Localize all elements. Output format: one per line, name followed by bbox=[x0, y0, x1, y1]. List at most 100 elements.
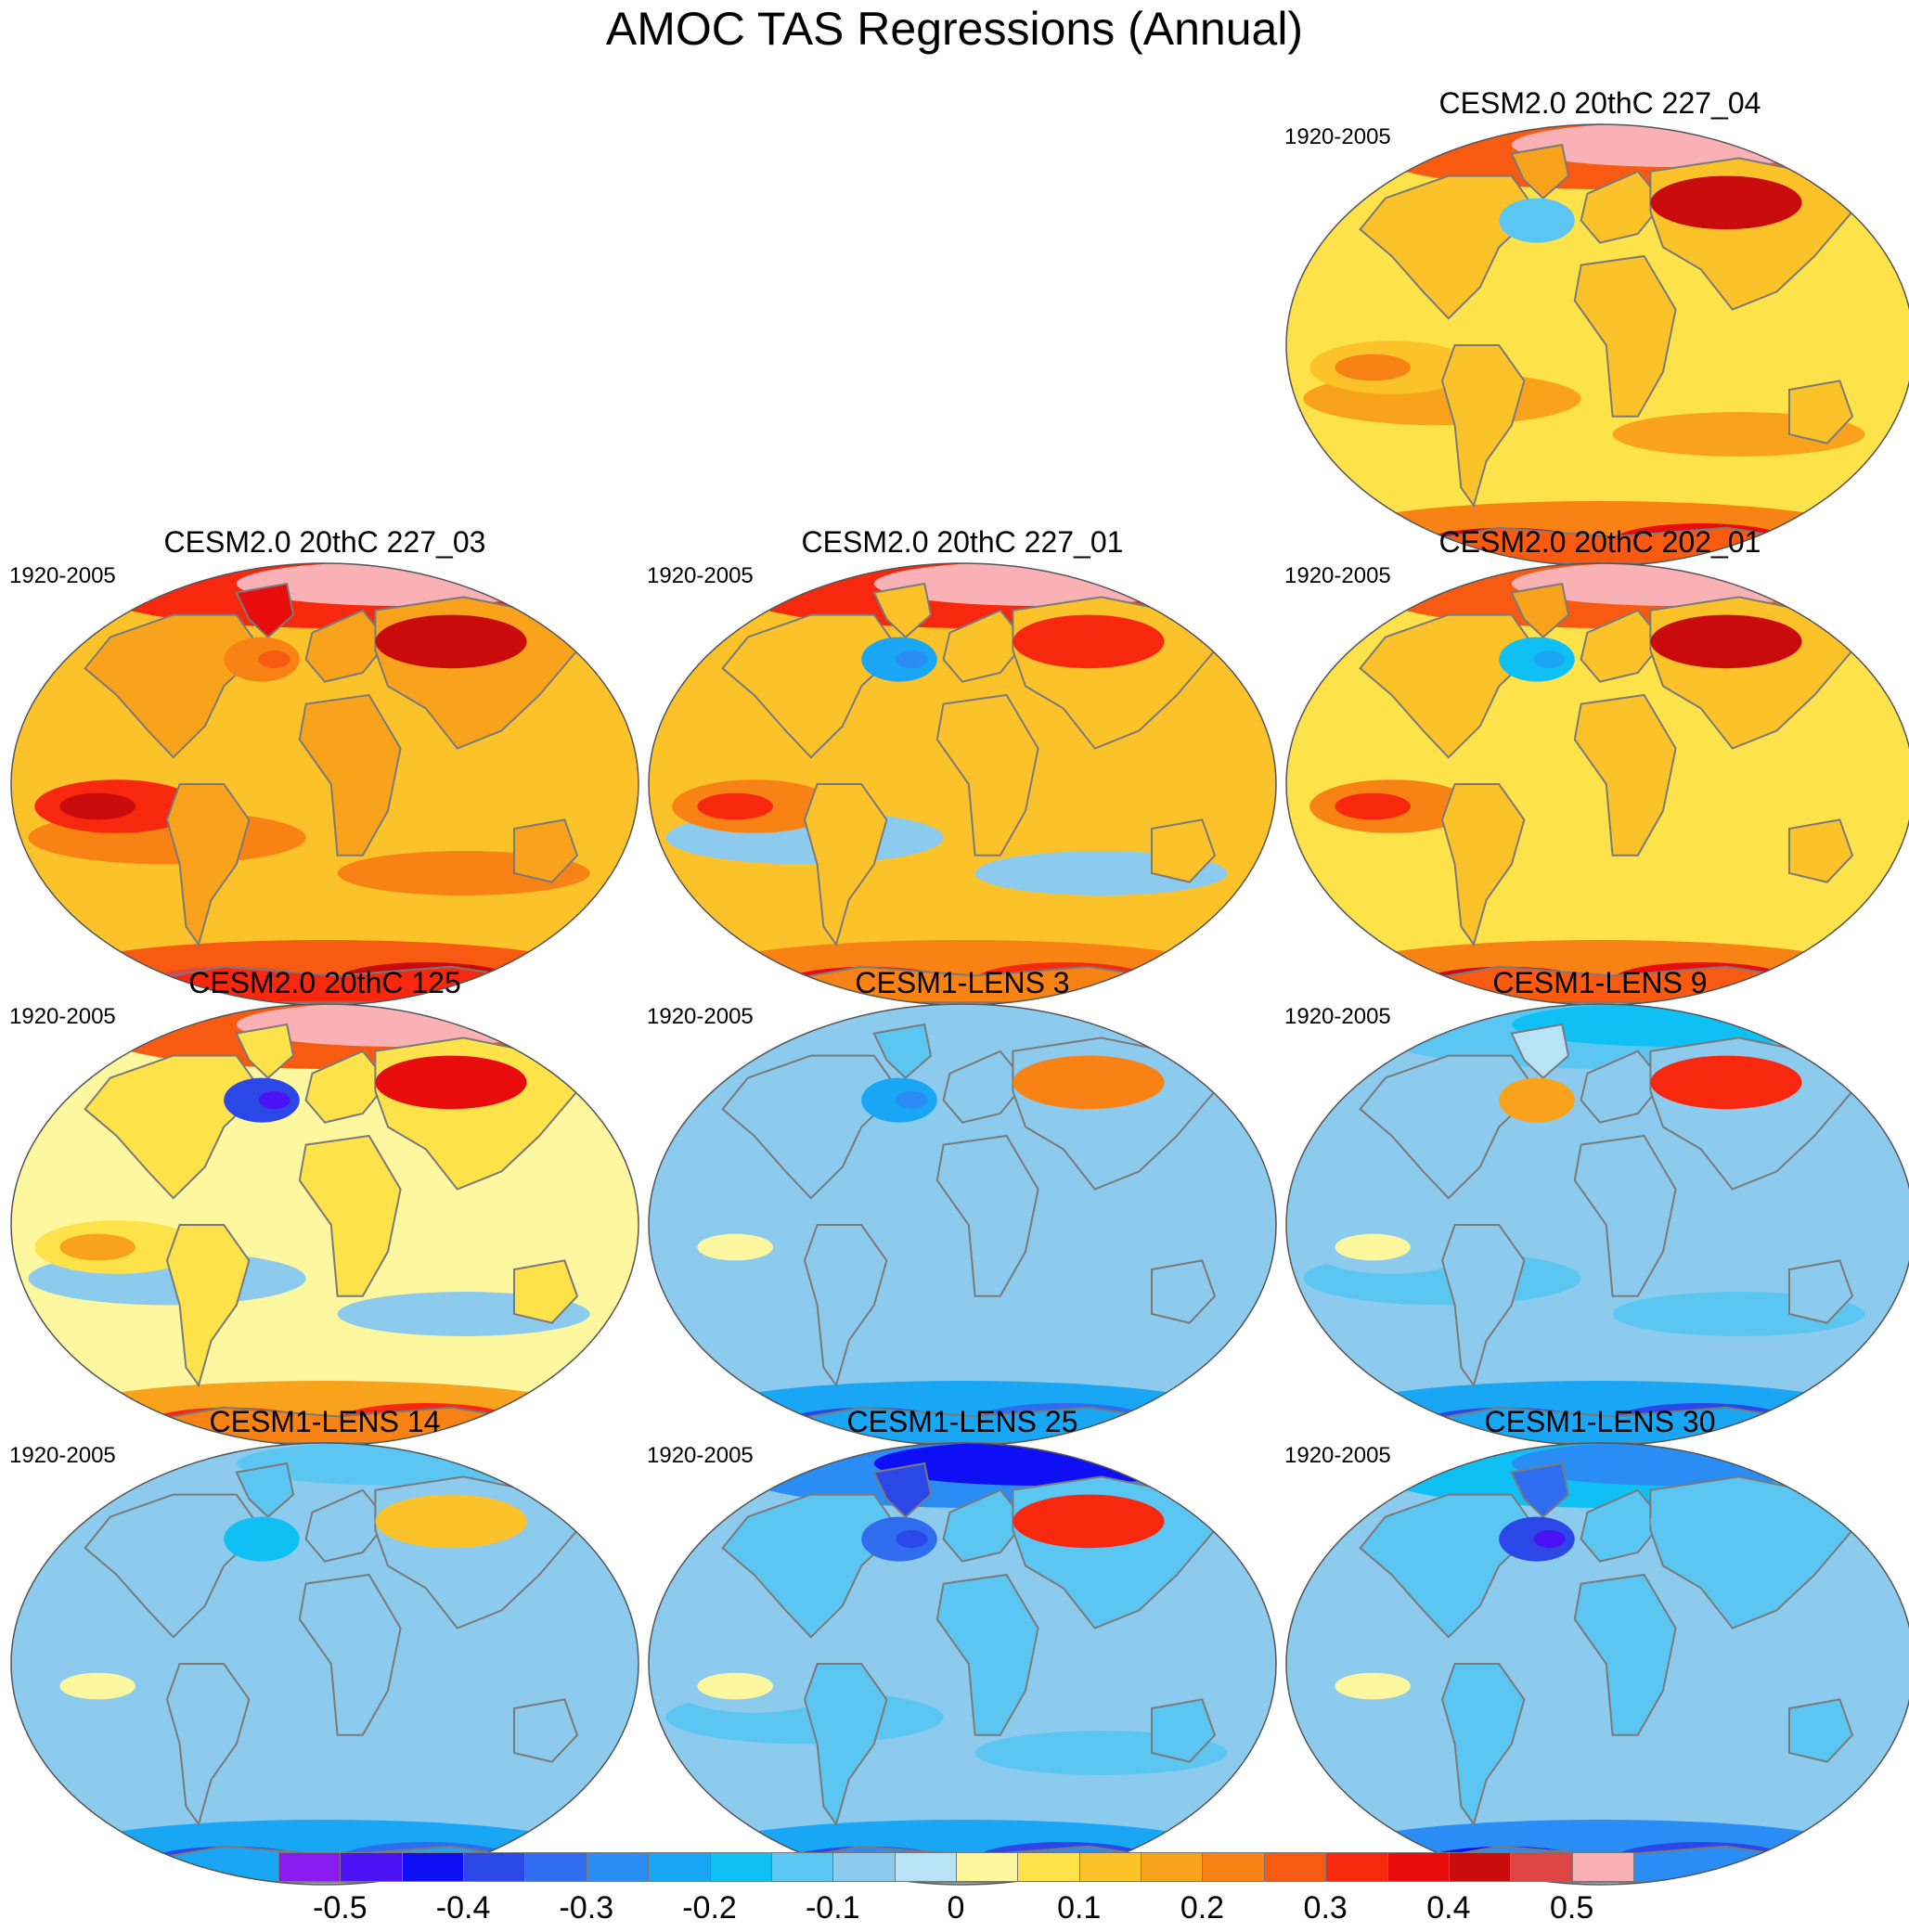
panel-period: 1920-2005 bbox=[1284, 1004, 1391, 1029]
panel-period: 1920-2005 bbox=[9, 563, 116, 588]
regression-map bbox=[648, 1442, 1277, 1886]
colorbar-tick-label: 0.5 bbox=[1549, 1890, 1594, 1926]
north-atlantic-patch bbox=[1533, 1091, 1566, 1110]
tropical-pacific-patch bbox=[697, 792, 773, 820]
siberia-patch bbox=[1013, 1494, 1165, 1549]
continent-europe bbox=[942, 1488, 1027, 1563]
colorbar-box bbox=[1325, 1852, 1388, 1882]
continent-north-america bbox=[721, 1493, 901, 1639]
panel-period: 1920-2005 bbox=[647, 563, 754, 588]
colorbar-tick-label: -0.2 bbox=[682, 1890, 737, 1926]
map-border bbox=[10, 1442, 639, 1886]
continent-north-america bbox=[1359, 1493, 1539, 1639]
continent-australia bbox=[1151, 1259, 1217, 1324]
continent-africa bbox=[298, 1134, 402, 1297]
continent-australia bbox=[1788, 1259, 1854, 1324]
colorbar-box bbox=[1263, 1852, 1327, 1882]
continent-greenland bbox=[872, 1462, 933, 1518]
continent-europe bbox=[942, 1050, 1027, 1124]
continent-africa bbox=[1573, 254, 1677, 418]
continent-greenland bbox=[1510, 1462, 1570, 1518]
panel-period: 1920-2005 bbox=[1284, 124, 1391, 149]
map-panel: CESM1-LENS 3 1920-2005 bbox=[647, 965, 1278, 1448]
colorbar-tick-label: 0.3 bbox=[1303, 1890, 1348, 1926]
continent-australia bbox=[1151, 1698, 1217, 1763]
siberia-patch bbox=[1650, 1494, 1802, 1549]
colorbar-tick-label: 0.4 bbox=[1426, 1890, 1471, 1926]
colorbar-box bbox=[278, 1852, 342, 1882]
colorbar-tick-label: -0.4 bbox=[435, 1890, 491, 1926]
regression-map bbox=[1285, 1442, 1909, 1886]
north-atlantic-patch bbox=[1533, 1530, 1566, 1549]
map-panel: CESM2.0 20thC 227_01 1920-2005 bbox=[647, 524, 1278, 1007]
colorbar-box bbox=[586, 1852, 650, 1882]
colorbar-tick-label: -0.1 bbox=[805, 1890, 860, 1926]
colorbar-tick-label: 0.2 bbox=[1180, 1890, 1225, 1926]
panel-title: CESM2.0 20thC 227_03 bbox=[163, 525, 486, 559]
continent-europe bbox=[1580, 609, 1665, 683]
continent-north-america bbox=[1359, 174, 1539, 320]
map-panel: CESM1-LENS 9 1920-2005 bbox=[1284, 965, 1909, 1448]
north-atlantic-patch bbox=[1533, 650, 1566, 669]
continent-australia bbox=[513, 1259, 579, 1324]
continent-south-america bbox=[1440, 1224, 1526, 1388]
continent-europe bbox=[304, 1050, 390, 1124]
tropical-pacific-patch bbox=[59, 1233, 135, 1261]
map-panel: CESM2.0 20thC 125 1920-2005 bbox=[9, 965, 640, 1448]
regression-map bbox=[648, 1003, 1277, 1447]
panel-title: CESM1-LENS 14 bbox=[209, 1405, 441, 1438]
panel-title: CESM2.0 20thC 227_04 bbox=[1438, 86, 1761, 120]
tropical-pacific-patch bbox=[1335, 1672, 1411, 1700]
panel-period: 1920-2005 bbox=[9, 1004, 116, 1029]
north-atlantic-patch bbox=[258, 650, 290, 669]
continent-north-america bbox=[1359, 1054, 1539, 1200]
continent-north-america bbox=[84, 1054, 264, 1200]
siberia-patch bbox=[1650, 175, 1802, 230]
panel-period: 1920-2005 bbox=[9, 1443, 116, 1468]
continent-africa bbox=[935, 1573, 1039, 1736]
map-border bbox=[1285, 1442, 1909, 1886]
regression-map bbox=[1285, 562, 1909, 1006]
north-atlantic-patch bbox=[896, 650, 928, 669]
siberia-patch bbox=[1650, 614, 1802, 669]
continent-south-america bbox=[165, 783, 251, 947]
siberia-patch bbox=[375, 1055, 527, 1110]
continent-greenland bbox=[235, 1462, 295, 1518]
continent-europe bbox=[1580, 1050, 1665, 1124]
colorbar-box bbox=[832, 1852, 896, 1882]
regression-map bbox=[1285, 1003, 1909, 1447]
regression-map bbox=[10, 1442, 639, 1886]
colorbar-box bbox=[770, 1852, 834, 1882]
continent-south-america bbox=[803, 1224, 888, 1388]
colorbar-tick-label: 0.1 bbox=[1057, 1890, 1102, 1926]
continent-europe bbox=[304, 609, 390, 683]
siberia-patch bbox=[1013, 614, 1165, 669]
north-atlantic-patch bbox=[258, 1091, 290, 1110]
continent-north-america bbox=[1359, 613, 1539, 759]
colorbar-box bbox=[1141, 1852, 1204, 1882]
continent-africa bbox=[1573, 1134, 1677, 1297]
continent-greenland bbox=[235, 582, 295, 638]
panel-title: CESM1-LENS 9 bbox=[1492, 966, 1708, 999]
continent-north-america bbox=[84, 1493, 264, 1639]
colorbar-box bbox=[1571, 1852, 1634, 1882]
colorbar-box bbox=[648, 1852, 711, 1882]
colorbar-tick-label: 0 bbox=[947, 1890, 965, 1926]
panel-period: 1920-2005 bbox=[1284, 563, 1391, 588]
figure-title: AMOC TAS Regressions (Annual) bbox=[605, 3, 1304, 55]
north-atlantic-patch bbox=[896, 1530, 928, 1549]
continent-africa bbox=[1573, 1573, 1677, 1736]
continent-greenland bbox=[1510, 1023, 1570, 1079]
siberia-patch bbox=[375, 614, 527, 669]
panel-title: CESM1-LENS 25 bbox=[846, 1405, 1078, 1438]
colorbar-box bbox=[401, 1852, 465, 1882]
map-panel: CESM2.0 20thC 202_01 1920-2005 bbox=[1284, 524, 1909, 1007]
continent-north-america bbox=[84, 613, 264, 759]
map-panel: CESM2.0 20thC 227_04 1920-2005 bbox=[1284, 85, 1909, 568]
continent-africa bbox=[935, 693, 1039, 857]
continent-south-america bbox=[803, 1663, 888, 1827]
regression-map bbox=[10, 1003, 639, 1447]
continent-europe bbox=[1580, 170, 1665, 244]
continent-australia bbox=[1788, 818, 1854, 883]
continent-europe bbox=[1580, 1488, 1665, 1563]
